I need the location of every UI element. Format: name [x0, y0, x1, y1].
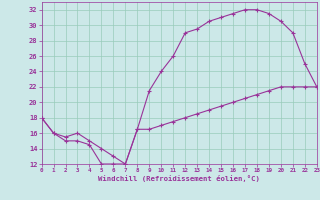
- X-axis label: Windchill (Refroidissement éolien,°C): Windchill (Refroidissement éolien,°C): [98, 175, 260, 182]
